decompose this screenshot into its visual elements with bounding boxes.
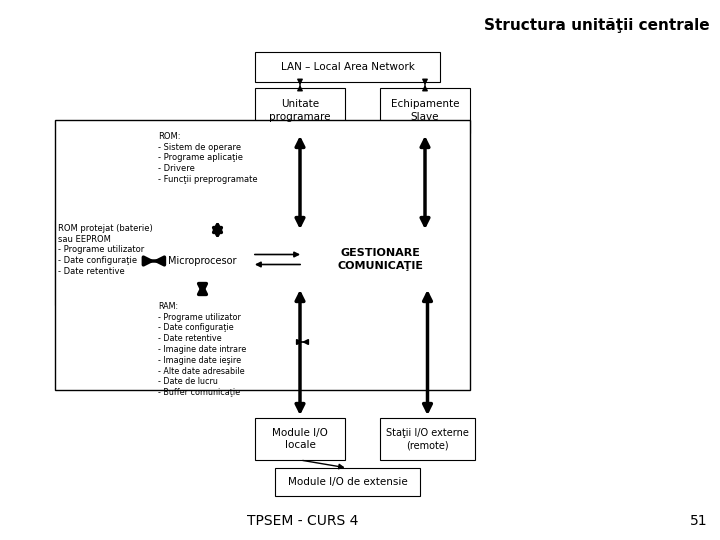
Bar: [55, 220, 150, 305]
Text: LAN – Local Area Network: LAN – Local Area Network: [281, 62, 415, 72]
Bar: [155, 128, 300, 218]
Text: Microprocesor: Microprocesor: [168, 256, 237, 266]
Bar: [255, 88, 345, 133]
Bar: [380, 418, 475, 460]
Bar: [255, 52, 440, 82]
Text: Staţii I/O externe
(remote): Staţii I/O externe (remote): [386, 428, 469, 450]
Text: Module I/O
locale: Module I/O locale: [272, 428, 328, 450]
Bar: [255, 418, 345, 460]
Bar: [275, 468, 420, 496]
Bar: [155, 298, 300, 386]
Bar: [305, 232, 455, 287]
Text: RAM:
- Programe utilizator
- Date configuraţie
- Date retentive
- Imagine date i: RAM: - Programe utilizator - Date config…: [158, 302, 246, 397]
Text: Unitate
programare: Unitate programare: [269, 99, 330, 122]
Text: ROM:
- Sistem de operare
- Programe aplicaţie
- Drivere
- Funcţii preprogramate: ROM: - Sistem de operare - Programe apli…: [158, 132, 258, 184]
Text: TPSEM - CURS 4: TPSEM - CURS 4: [247, 514, 358, 528]
Text: GESTIONARE
COMUNICAŢIE: GESTIONARE COMUNICAŢIE: [337, 248, 423, 271]
Text: 51: 51: [690, 514, 708, 528]
Bar: [380, 88, 470, 133]
Text: Echipamente
Slave: Echipamente Slave: [391, 99, 459, 122]
Bar: [55, 120, 470, 390]
Bar: [155, 242, 250, 280]
Text: Module I/O de extensie: Module I/O de extensie: [287, 477, 408, 487]
Text: Structura unităţii centrale: Structura unităţii centrale: [485, 18, 710, 33]
Text: ROM protejat (baterie)
sau EEPROM
- Programe utilizator
- Date configuraţie
- Da: ROM protejat (baterie) sau EEPROM - Prog…: [58, 224, 153, 276]
